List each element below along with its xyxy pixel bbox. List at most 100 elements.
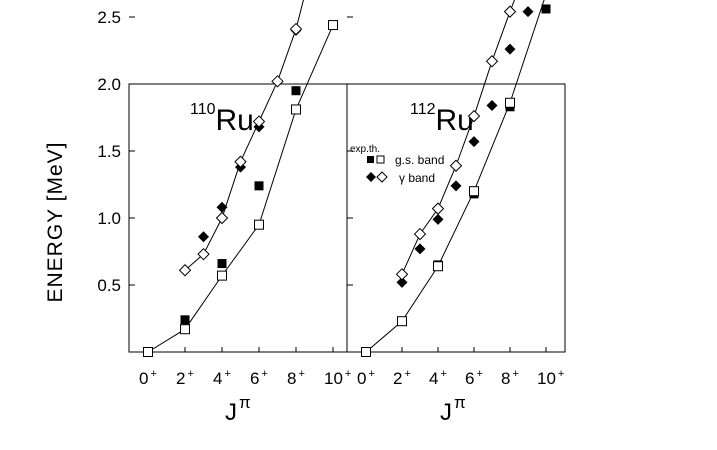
data-point-0-3-2 (215, 211, 229, 225)
x-tick-label-0-5: 10 + (324, 368, 351, 388)
legend-exp-marker-filled-diamond (366, 172, 376, 182)
x-tick-label-number: 0 (139, 369, 148, 388)
series-line-1-3 (401, 0, 516, 275)
data-point-1-1-0 (361, 347, 371, 357)
legend-label-gamma-band: γ band (399, 171, 435, 185)
x-tick-label-parity: + (345, 368, 351, 380)
x-tick-label-number: 8 (501, 369, 510, 388)
x-tick-label-0-1: 2 + (176, 368, 194, 388)
series-line-0-3 (184, 0, 304, 271)
data-point-0-0-1 (180, 315, 190, 325)
x-tick-label-parity: + (404, 368, 410, 380)
legend-header: exp.th. (350, 144, 380, 155)
x-tick-label-number: 10 (324, 369, 343, 388)
data-point-0-3-3 (234, 155, 247, 168)
x-tick-label-number: 6 (465, 369, 474, 388)
x-tick-label-parity: + (558, 368, 564, 380)
legend: exp.th. g.s. band γ band (350, 144, 444, 185)
right-title-mass-number: 112 (410, 101, 436, 118)
right-title-element: Ru (436, 104, 474, 137)
x-tick-label-0-2: 4 + (213, 368, 231, 388)
series-line-1-1 (365, 0, 545, 353)
data-point-1-2-3 (450, 180, 462, 192)
data-point-1-2-1 (414, 243, 426, 255)
y-tick-label-2: 1.5 (97, 142, 121, 161)
x-tick-label-parity: + (298, 368, 304, 380)
x-tick-label-parity: + (440, 368, 446, 380)
legend-label-gs-band: g.s. band (395, 153, 444, 167)
data-point-0-3-1 (197, 247, 210, 261)
data-point-1-2-2 (432, 213, 444, 225)
x-tick-label-1-0: 0 + (357, 368, 375, 388)
x-tick-label-0-3: 6 + (250, 368, 268, 388)
data-point-0-0-3 (254, 181, 264, 191)
x-axis-label-pi: π (239, 393, 251, 412)
left-panel-title: 110Ru (190, 101, 254, 137)
data-point-1-3-2 (431, 202, 445, 215)
x-tick-label-parity: + (187, 368, 193, 380)
data-point-1-1-3 (469, 186, 479, 197)
data-point-1-2-7 (522, 6, 534, 18)
x-tick-label-1-5: 10 + (537, 368, 564, 388)
legend-entry-gamma-band: γ band (366, 171, 435, 185)
x-tick-label-parity: + (261, 368, 267, 380)
x-tick-label-1-2: 4 + (429, 368, 447, 388)
data-point-1-3-3 (449, 159, 463, 172)
x-tick-label-number: 4 (429, 369, 438, 388)
data-point-0-0-4 (291, 86, 301, 96)
data-point-0-2-1 (198, 231, 209, 243)
data-point-1-2-6 (504, 43, 516, 55)
x-tick-label-parity: + (368, 368, 374, 380)
y-tick-label-3: 2.0 (97, 75, 121, 94)
data-point-0-1-2 (217, 270, 227, 281)
y-axis-label: ENERGY [MeV] (44, 142, 67, 303)
x-axis-label-j: J (225, 399, 237, 426)
data-point-0-1-5 (328, 20, 338, 31)
x-tick-label-number: 10 (537, 369, 556, 388)
x-tick-label-parity: + (224, 368, 230, 380)
x-tick-label-number: 0 (357, 369, 366, 388)
x-tick-label-1-4: 8 + (501, 368, 519, 388)
x-tick-label-parity: + (150, 368, 156, 380)
data-point-1-3-1 (413, 227, 427, 241)
x-tick-label-parity: + (512, 368, 518, 380)
data-point-0-1-1 (180, 324, 190, 335)
y-tick-label-0: 0.5 (97, 276, 121, 295)
y-tick-label-1: 1.0 (97, 209, 121, 228)
x-tick-label-0-4: 8 + (287, 368, 305, 388)
data-point-1-3-4 (467, 109, 481, 123)
data-point-1-1-4 (505, 97, 515, 108)
left-panel-plot: 0.51.01.52.02.53.03.50+2+4+6+8+10+Jπ (97, 0, 351, 426)
data-point-0-3-4 (252, 115, 266, 128)
x-axis-label-j: J (440, 399, 452, 426)
x-tick-label-0-0: 0 + (139, 368, 157, 388)
data-point-1-3-6 (503, 5, 517, 18)
data-point-1-2-5 (486, 99, 498, 111)
x-tick-label-number: 2 (176, 369, 185, 388)
data-point-0-3-0 (178, 264, 192, 277)
x-tick-label-number: 8 (287, 369, 296, 388)
data-point-0-1-4 (291, 104, 301, 115)
x-tick-label-1-1: 2 + (393, 368, 411, 388)
data-point-0-0-2 (217, 259, 227, 269)
data-point-0-2-2 (216, 201, 228, 213)
x-axis-label-pi: π (454, 393, 466, 412)
x-tick-label-1-3: 6 + (465, 368, 483, 388)
data-point-0-1-0 (143, 347, 153, 357)
y-tick-label-4: 2.5 (97, 8, 121, 27)
series-line-0-1 (147, 24, 334, 353)
x-tick-label-number: 2 (393, 369, 402, 388)
data-point-1-3-0 (395, 268, 409, 281)
data-point-1-0-5 (541, 4, 551, 14)
data-point-1-1-2 (433, 261, 443, 272)
legend-entry-gs-band: g.s. band (367, 153, 444, 167)
right-panel-title: 112Ru (410, 101, 474, 137)
data-point-0-3-5 (271, 75, 284, 88)
x-tick-label-number: 6 (250, 369, 259, 388)
data-point-1-2-0 (396, 276, 408, 288)
left-title-element: Ru (216, 104, 254, 137)
x-tick-label-number: 4 (213, 369, 222, 388)
